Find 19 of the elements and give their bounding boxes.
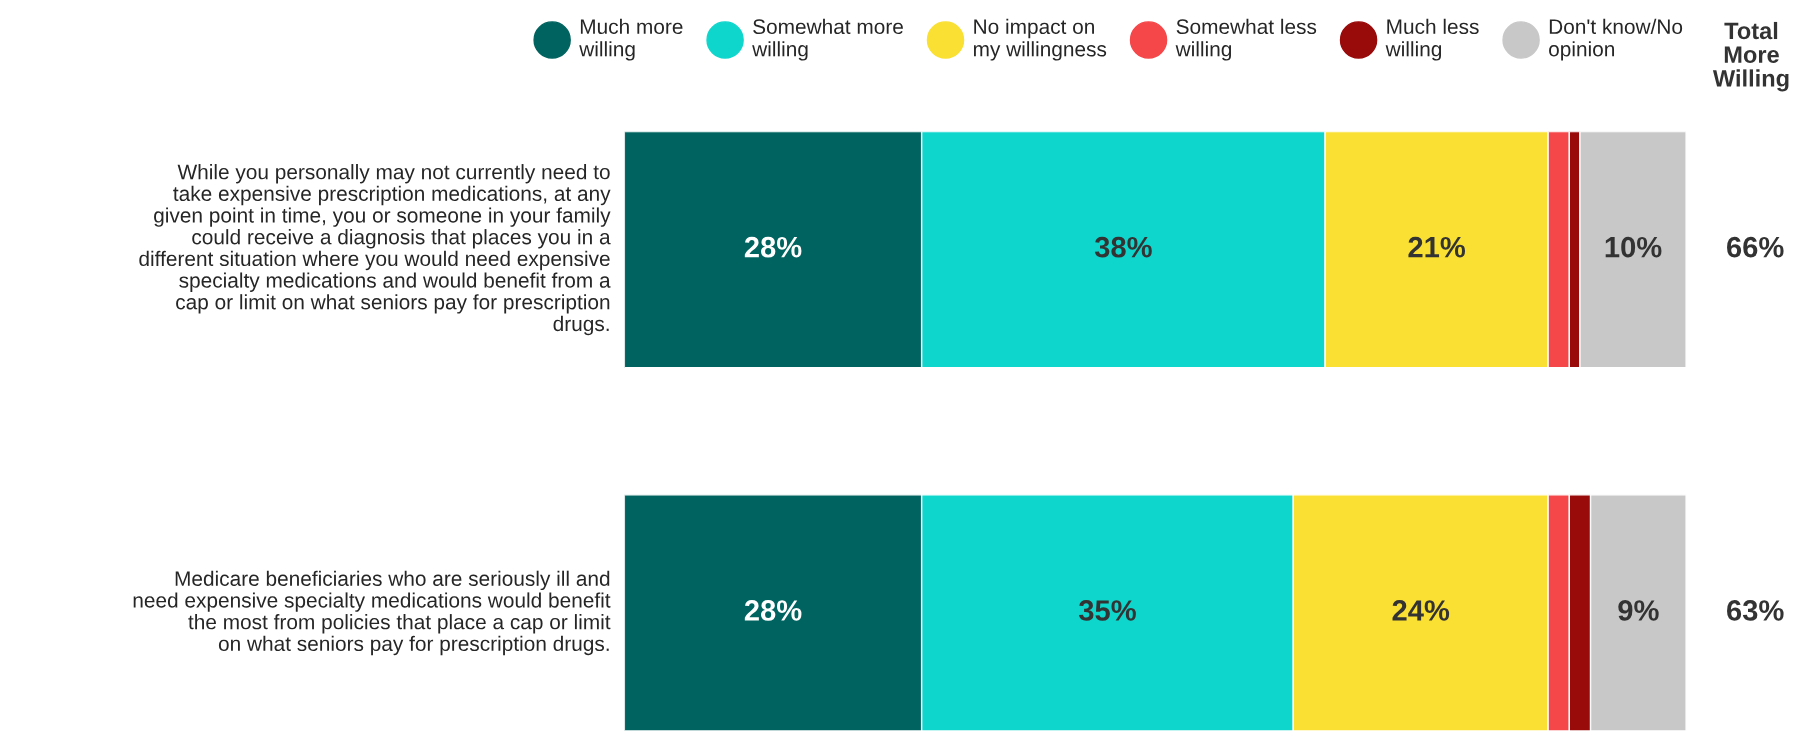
y-tick-label: While you personally may not currently need to take expensive prescription medications, at any given point in time, you or someone in your family could receive a diagnosis that places you in a different situation where you would need expensive specialty medications and would benefit from a cap or limit on what seniors pay for prescription drugs.: [139, 164, 611, 336]
legend-label: Much more willing: [579, 18, 683, 61]
data-label: 24%: [1392, 600, 1450, 621]
data-label: 35%: [1078, 600, 1136, 621]
text: Total More Willing: [1712, 21, 1789, 92]
legend-label: Don't know/No opinion: [1549, 18, 1683, 61]
y-tick-label: Medicare beneficiaries who are seriously ill and need expensive specialty medications would benefit the most from policies that place a cap or limit on what seniors pay for prescription drugs.: [133, 570, 611, 656]
legend-label: No impact on my willingness: [973, 18, 1107, 61]
data-label: 28%: [744, 600, 802, 621]
data-label: 28%: [744, 236, 802, 258]
legend-label: Somewhat more willing: [752, 18, 903, 61]
legend-label: Somewhat less willing: [1175, 18, 1317, 61]
data-label: 38%: [1094, 236, 1152, 258]
text: 63%: [1727, 600, 1784, 621]
data-label: 21%: [1408, 236, 1466, 258]
data-label: 9%: [1618, 600, 1659, 621]
data-label: 10%: [1605, 236, 1662, 258]
text: 66%: [1727, 236, 1784, 258]
legend-label: Much less willing: [1385, 18, 1479, 61]
